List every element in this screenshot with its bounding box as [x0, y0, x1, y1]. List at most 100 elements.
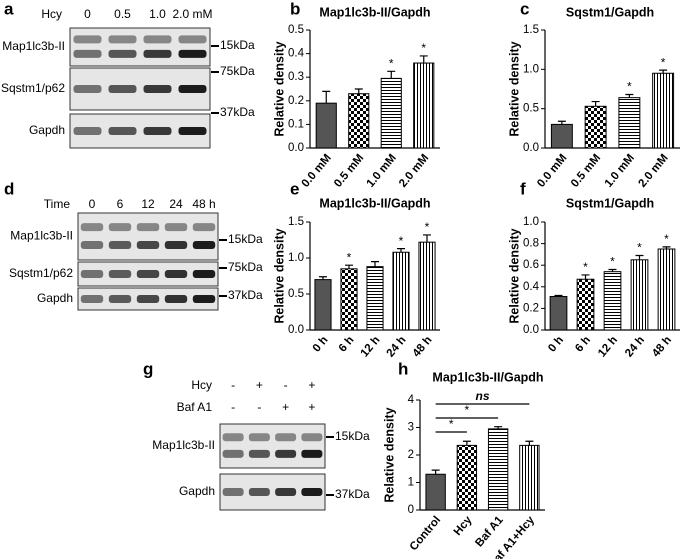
error-bar — [659, 69, 668, 74]
blot-band — [136, 295, 160, 303]
y-tick-label: 0 — [408, 504, 414, 516]
lane-header-label: Time — [44, 197, 71, 211]
blot-band — [143, 49, 172, 58]
blot-strip — [219, 423, 326, 469]
panel-label: b — [290, 0, 300, 18]
y-tick-label: 0.5 — [523, 103, 539, 115]
error-bar — [608, 268, 617, 272]
error-bar — [423, 234, 431, 243]
bar — [576, 278, 595, 331]
blot-band — [73, 85, 102, 93]
bar — [549, 296, 568, 331]
bar — [380, 77, 402, 149]
comparison-label: ns — [475, 389, 489, 403]
bar — [456, 444, 478, 511]
blot-band — [73, 49, 102, 58]
y-tick-label: 0.8 — [523, 238, 539, 250]
blot-band — [178, 127, 207, 135]
row-label: Sqstm1/p62 — [1, 81, 65, 95]
blot-band — [108, 240, 132, 249]
significance-label: * — [627, 80, 632, 94]
row-label: Gapdh — [37, 291, 73, 305]
blot-band — [108, 127, 137, 135]
x-tick-label: 0 h — [546, 334, 566, 354]
blot-band — [248, 488, 270, 496]
lane-header-label: Hcy — [41, 7, 62, 21]
bar — [348, 93, 370, 149]
error-bar — [345, 264, 353, 269]
bar — [630, 259, 649, 331]
error-bar — [319, 276, 327, 280]
y-tick-label: 2 — [408, 449, 414, 461]
blot-band — [108, 295, 132, 303]
lane-label: 0 — [89, 197, 96, 211]
blot-band — [222, 488, 244, 496]
bar — [519, 444, 540, 511]
bar — [657, 248, 676, 331]
blot-band — [301, 433, 323, 442]
significance-label: * — [399, 234, 404, 248]
y-tick-label: 0.0 — [523, 324, 539, 336]
blot-band — [143, 85, 172, 93]
y-tick-label: 1.0 — [523, 216, 539, 228]
significance-label: * — [389, 56, 394, 70]
x-tick-label: 0.0 mM — [535, 152, 569, 190]
marker-label: 75kDa — [220, 64, 255, 78]
y-axis-label: Relative density — [507, 228, 521, 323]
y-tick-label: 0.1 — [288, 118, 304, 130]
row-label: Sqstm1/p62 — [9, 266, 73, 280]
error-bar — [371, 261, 379, 267]
panel-label: e — [290, 179, 299, 198]
blot-band — [164, 270, 188, 278]
y-axis-label: Relative density — [507, 41, 521, 136]
lane-label: - — [231, 400, 235, 414]
panel-label: c — [520, 0, 529, 18]
y-tick-label: 0.4 — [288, 48, 305, 60]
blot-band — [275, 449, 297, 458]
bar — [392, 251, 410, 331]
blot-band — [222, 433, 244, 442]
bar — [340, 268, 358, 331]
blot-band — [136, 270, 160, 278]
bar — [418, 241, 436, 331]
row-label: Gapdh — [29, 123, 65, 137]
y-tick-label: 1.5 — [523, 24, 539, 36]
x-tick-label: 2.0 mM — [397, 152, 431, 190]
panel-label: f — [520, 179, 526, 198]
blot-band — [73, 35, 102, 44]
bar — [413, 62, 435, 149]
error-bar — [431, 469, 440, 475]
bar — [314, 279, 332, 331]
y-tick-label: 1.0 — [288, 252, 304, 264]
y-tick-label: 0.2 — [523, 302, 539, 314]
y-tick-label: 1.0 — [523, 63, 539, 75]
lane-label: - — [231, 378, 235, 392]
x-tick-label: 24 h — [623, 334, 647, 359]
lane-header-label: Baf A1 — [177, 400, 213, 414]
blot-band — [222, 449, 244, 458]
blot-band — [192, 270, 216, 278]
blot-band — [178, 35, 207, 44]
blot-band — [248, 449, 270, 458]
error-bar — [557, 120, 566, 125]
significance-label: * — [661, 55, 666, 69]
significance-label: * — [347, 250, 352, 264]
y-tick-label: 0.3 — [288, 71, 304, 83]
blot-band — [143, 127, 172, 135]
x-tick-label: Control — [408, 514, 443, 553]
y-tick-label: 1.5 — [288, 216, 304, 228]
y-tick-label: 0.0 — [288, 142, 304, 154]
error-bar — [591, 100, 600, 107]
chart-title: Map1lc3b-II/Gapdh — [319, 5, 430, 19]
error-bar — [494, 426, 503, 429]
x-tick-label: Hcy — [452, 514, 475, 538]
error-bar — [397, 248, 405, 253]
error-bar — [462, 440, 471, 446]
bar — [603, 271, 622, 331]
blot-band — [248, 433, 270, 442]
panel-label: d — [4, 179, 14, 198]
lane-label: - — [284, 378, 288, 392]
x-tick-label: 1.0 mM — [603, 152, 637, 190]
x-tick-label: 1.0 mM — [365, 152, 399, 190]
